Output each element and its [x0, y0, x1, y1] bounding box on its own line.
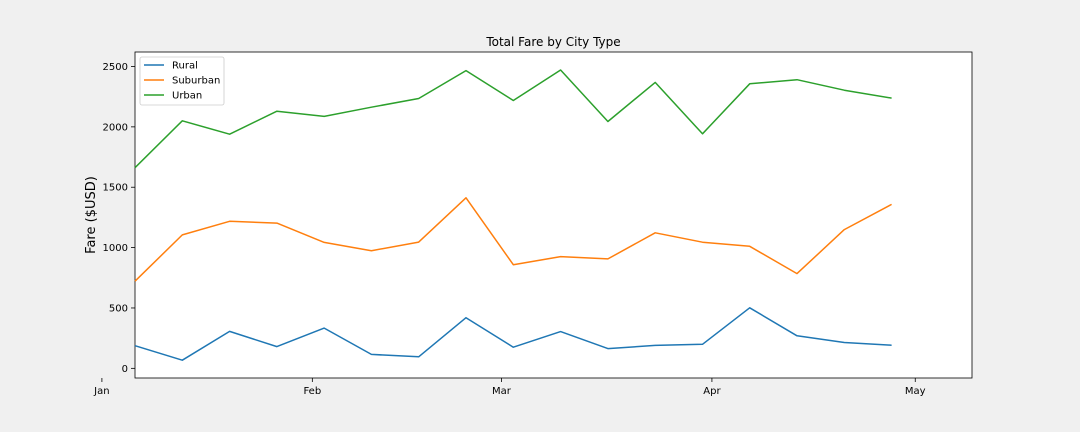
legend-label-urban: Urban: [172, 91, 202, 102]
y-tick-label: 0: [122, 364, 128, 375]
x-axis: Jan Feb Mar Apr May: [93, 378, 926, 397]
x-tick-label: Mar: [492, 386, 512, 397]
chart-title: Total Fare by City Type: [485, 35, 620, 49]
series-line-suburban: [134, 197, 892, 282]
y-axis-label: Fare ($USD): [84, 176, 99, 254]
legend: Rural Suburban Urban: [139, 56, 225, 106]
y-tick-label: 2000: [103, 122, 128, 133]
legend-label-rural: Rural: [172, 61, 198, 72]
x-tick-label: Feb: [303, 386, 321, 397]
series-line-urban: [134, 69, 892, 169]
y-tick-label: 1000: [103, 243, 128, 254]
series-lines: [134, 69, 892, 361]
y-tick-label: 2500: [103, 62, 128, 73]
plot-area: [134, 51, 973, 379]
legend-box: [139, 56, 225, 106]
y-tick-label: 1500: [103, 183, 128, 194]
x-tick-label: Apr: [703, 386, 721, 397]
series-line-rural: [134, 307, 892, 361]
y-axis: 0 500 1000 1500 2000 2500: [103, 62, 135, 375]
legend-label-suburban: Suburban: [172, 76, 220, 87]
x-tick-label: Jan: [93, 386, 109, 397]
x-tick-label: May: [905, 386, 926, 397]
y-tick-label: 500: [109, 303, 128, 314]
